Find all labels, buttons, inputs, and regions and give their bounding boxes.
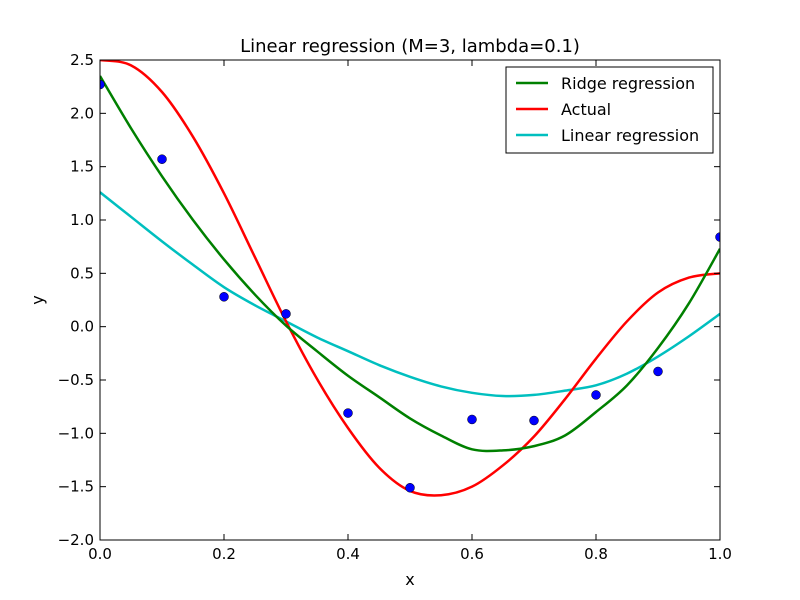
y-tick-label: −2.0 <box>58 531 94 549</box>
data-point <box>591 390 601 400</box>
y-tick-label: −0.5 <box>58 371 94 389</box>
data-point <box>715 232 720 242</box>
data-point <box>653 366 663 377</box>
series-line-linear-regression <box>100 191 720 398</box>
x-tick-label: 0.8 <box>584 545 608 563</box>
chart-title: Linear regression (M=3, lambda=0.1) <box>240 36 580 57</box>
y-tick-label: 0.5 <box>70 264 94 282</box>
x-tick-label: 1.0 <box>708 545 732 563</box>
data-point <box>529 415 539 426</box>
series-line-ridge-regression <box>100 75 720 453</box>
y-tick-label: 1.0 <box>70 211 94 229</box>
data-point <box>343 408 353 418</box>
x-tick-label: 0.0 <box>88 545 112 563</box>
y-axis-label: y <box>28 295 47 304</box>
data-point <box>467 414 477 425</box>
data-point <box>405 482 415 493</box>
x-tick-label: 0.6 <box>460 545 484 563</box>
data-point <box>100 79 105 90</box>
x-tick-label: 0.4 <box>336 545 360 563</box>
legend-label-actual: Actual <box>561 100 611 119</box>
legend: Ridge regression Actual Linear regressio… <box>505 66 714 154</box>
y-tick-label: 1.5 <box>70 158 94 176</box>
y-tick-label: −1.0 <box>58 424 94 442</box>
axis-ticks: 0.0 0.2 0.4 0.6 0.8 1.0 2.5 2.0 1.5 1.0 0.5 0.0 −0.5… <box>58 51 732 563</box>
x-axis-label: x <box>405 570 414 589</box>
y-tick-label: 0.0 <box>70 318 94 336</box>
y-tick-label: −1.5 <box>58 478 94 496</box>
y-tick-label: 2.5 <box>70 51 94 69</box>
data-point <box>281 309 291 319</box>
data-point <box>157 154 167 164</box>
y-tick-label: 2.0 <box>70 104 94 122</box>
legend-label-linear-regression: Linear regression <box>561 126 699 145</box>
x-tick-label: 0.2 <box>212 545 236 563</box>
plot-frame <box>99 59 721 541</box>
data-point <box>219 292 229 302</box>
legend-label-ridge-regression: Ridge regression <box>561 74 695 93</box>
